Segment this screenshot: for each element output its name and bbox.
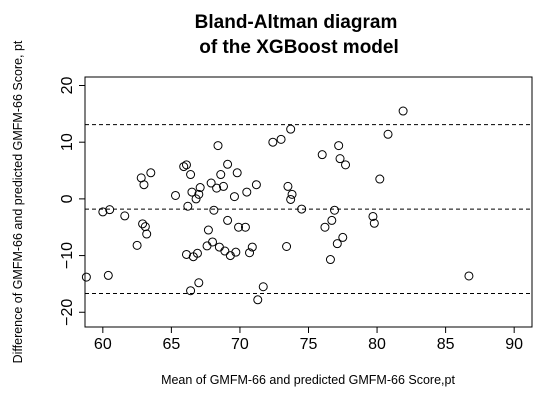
data-point-37 [223, 215, 233, 225]
y-tick-label-4: 20 [59, 77, 76, 95]
data-point-40 [229, 192, 239, 202]
data-point-57 [287, 189, 297, 199]
data-point-51 [268, 137, 278, 147]
data-point-10 [142, 229, 152, 239]
data-point-18 [186, 286, 196, 296]
data-point-73 [398, 106, 408, 116]
data-point-53 [282, 242, 292, 252]
data-point-0 [81, 272, 91, 282]
data-point-52 [276, 134, 286, 144]
data-point-14 [181, 249, 191, 259]
plot-area-frame [84, 76, 533, 328]
y-tick-label-3: 10 [59, 133, 76, 151]
data-point-58 [297, 204, 307, 214]
data-point-13 [179, 162, 189, 172]
data-point-32 [213, 141, 223, 151]
data-point-30 [209, 205, 219, 215]
data-point-19 [187, 187, 197, 197]
data-point-33 [214, 242, 224, 252]
data-point-3 [105, 205, 115, 215]
data-point-28 [206, 178, 216, 188]
data-point-34 [216, 170, 226, 180]
data-point-55 [286, 124, 296, 134]
data-point-50 [258, 282, 268, 292]
data-point-26 [202, 241, 212, 251]
data-point-17 [186, 170, 196, 180]
y-axis: −20 −10 0 10 20 [59, 77, 85, 326]
data-point-16 [183, 201, 193, 211]
data-point-24 [194, 278, 204, 288]
data-point-35 [218, 181, 228, 191]
y-tick-label-2: 0 [59, 194, 76, 203]
data-point-70 [369, 218, 379, 228]
x-tick-label-2: 70 [231, 336, 249, 353]
data-point-69 [368, 211, 378, 221]
data-point-22 [192, 248, 202, 258]
data-point-1 [98, 207, 108, 217]
data-point-31 [212, 183, 222, 193]
data-point-47 [247, 242, 257, 252]
data-points [81, 106, 474, 305]
x-axis-label: Mean of GMFM-66 and predicted GMFM-66 Sc… [161, 373, 455, 387]
x-tick-label-3: 75 [300, 336, 318, 353]
data-point-68 [341, 160, 351, 170]
data-point-71 [375, 174, 385, 184]
x-tick-label-6: 90 [505, 336, 523, 353]
data-point-48 [251, 180, 261, 190]
data-point-46 [245, 248, 255, 258]
y-tick-label-0: −20 [59, 299, 76, 326]
data-point-61 [325, 255, 335, 265]
data-point-63 [330, 205, 340, 215]
data-point-15 [181, 160, 191, 170]
data-point-67 [338, 232, 348, 242]
y-axis-label: Difference of GMFM-66 and predicted GMFM… [11, 40, 25, 363]
data-point-64 [332, 239, 342, 249]
x-axis: 60 65 70 75 80 85 90 [94, 327, 523, 353]
data-point-2 [103, 270, 113, 280]
data-point-29 [208, 237, 218, 247]
data-point-44 [240, 222, 250, 232]
data-point-56 [286, 194, 296, 204]
y-tick-label-1: −10 [59, 242, 76, 269]
data-point-8 [139, 180, 149, 190]
data-point-42 [232, 168, 242, 178]
chart-title-line-1: Bland-Altman diagram [195, 12, 398, 33]
data-point-27 [203, 225, 213, 235]
x-tick-label-5: 85 [437, 336, 455, 353]
data-point-38 [223, 159, 233, 169]
data-point-12 [170, 190, 180, 200]
data-point-5 [132, 240, 142, 250]
chart-title-line-2: of the XGBoost model [199, 37, 399, 58]
data-point-54 [283, 181, 293, 191]
data-point-4 [120, 211, 130, 221]
data-point-45 [242, 187, 252, 197]
data-point-49 [253, 295, 263, 305]
data-point-66 [335, 154, 345, 164]
reference-lines [85, 124, 532, 295]
data-point-36 [220, 246, 230, 256]
data-point-21 [191, 194, 201, 204]
data-point-74 [464, 271, 474, 281]
data-point-43 [234, 222, 244, 232]
data-point-11 [146, 168, 156, 178]
x-tick-label-0: 60 [94, 336, 112, 353]
data-point-72 [383, 129, 393, 139]
data-point-59 [317, 150, 327, 160]
data-point-23 [194, 189, 204, 199]
data-point-65 [334, 141, 344, 151]
x-tick-label-4: 80 [368, 336, 386, 353]
x-tick-label-1: 65 [162, 336, 180, 353]
data-point-7 [138, 219, 148, 229]
data-point-25 [195, 183, 205, 193]
data-point-60 [320, 222, 330, 232]
data-point-62 [327, 215, 337, 225]
data-point-41 [231, 247, 241, 257]
